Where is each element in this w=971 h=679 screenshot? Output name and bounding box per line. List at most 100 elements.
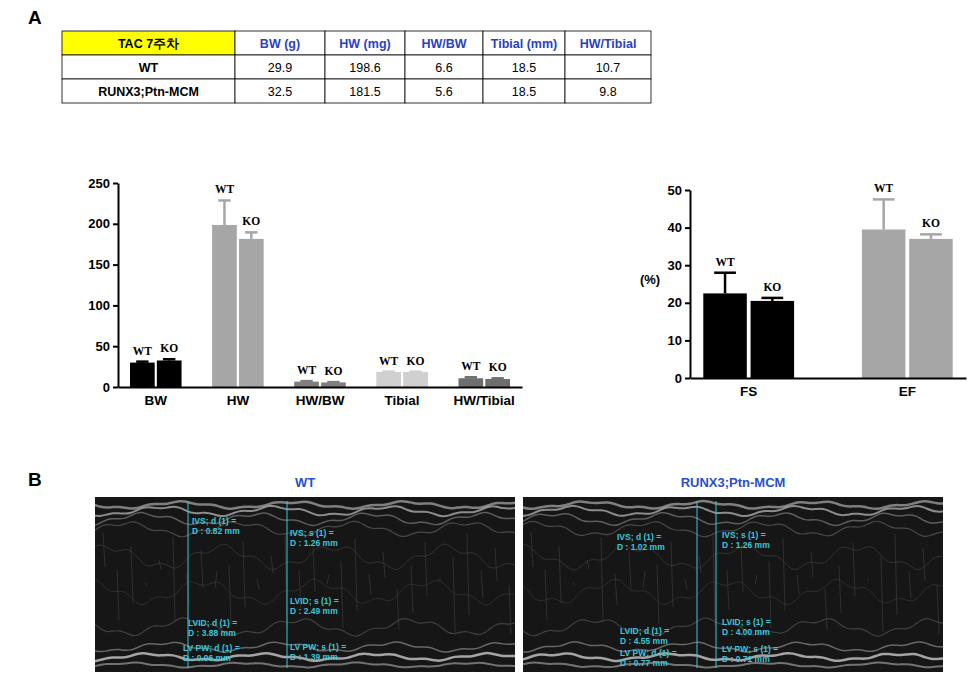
texture-streak	[895, 534, 897, 615]
series-label: KO	[489, 361, 507, 373]
tick-mark	[685, 227, 690, 229]
tick-mark	[685, 190, 690, 192]
texture-streak	[439, 579, 441, 580]
tick-label: 250	[88, 176, 110, 191]
table-cell	[483, 79, 565, 103]
tick-label: 100	[88, 298, 110, 313]
table-cell	[235, 79, 325, 103]
measure-value: D : 1.26 mm	[722, 540, 770, 550]
error-bar	[409, 371, 421, 372]
error-bar	[218, 200, 230, 224]
tick: FS	[740, 378, 757, 399]
measure-value: D : 4.55 mm	[620, 636, 668, 646]
table-header: TAC 7주차	[118, 37, 179, 51]
error-bar	[491, 378, 503, 380]
measure-value: D : 0.71 mm	[722, 654, 770, 664]
bar-chart: WTWTWTWTWTKOKOKOKOKO050100150200250BWHWH…	[88, 176, 522, 408]
table-text: 6.6	[435, 61, 452, 75]
texture-streak	[797, 575, 799, 594]
table-cell	[325, 79, 405, 103]
tick: HW/BW	[296, 387, 345, 408]
texture-line	[523, 501, 943, 509]
texture-line	[95, 662, 515, 667]
texture-line	[523, 513, 943, 526]
echo-image: IVS; d (1) =D : 0.82 mmIVS; s (1) =D : 1…	[95, 497, 521, 672]
texture-streak	[131, 546, 133, 603]
tick-label: BW	[145, 393, 168, 408]
texture-streak	[103, 532, 105, 567]
error-bar	[163, 359, 175, 360]
measure-value: D : 4.00 mm	[722, 627, 770, 637]
table-text: 181.5	[349, 85, 380, 99]
tick-mark	[113, 305, 118, 307]
bar	[751, 301, 794, 378]
table-cell	[62, 31, 235, 55]
measure-value: D : 0.77 mm	[620, 658, 668, 668]
table: TAC 7주차BW (g)HW (mg)HW/BWTibial (mm)HW/T…	[62, 31, 651, 103]
texture-streak	[811, 552, 813, 577]
measure-line	[697, 501, 698, 668]
measure-label: IVS; s (1) =	[290, 528, 334, 538]
image-texture	[95, 501, 515, 667]
tick: EF	[899, 378, 916, 399]
x-axis: BWHWHW/BWTibialHW/Tibial	[119, 387, 523, 408]
texture-streak	[425, 543, 427, 596]
series-label: KO	[242, 215, 260, 227]
tick-label: FS	[740, 384, 757, 399]
table-cell	[405, 31, 483, 55]
table-header: HW (mg)	[339, 37, 390, 51]
texture-streak	[481, 571, 483, 598]
y-axis: 01020304050	[668, 183, 691, 386]
bar	[703, 293, 746, 378]
series-label: KO	[407, 355, 425, 367]
series-label: WT	[715, 256, 735, 268]
table-text: RUNX3;Ptn-MCM	[98, 85, 199, 99]
texture-streak	[727, 570, 729, 609]
tick: 40	[668, 220, 690, 235]
bar	[403, 372, 428, 387]
tick-mark	[113, 264, 118, 266]
axis-line	[690, 191, 692, 379]
error-cap	[218, 199, 230, 202]
table-cell	[325, 55, 405, 79]
texture-streak	[573, 583, 575, 586]
tick-label: 150	[88, 257, 110, 272]
texture-streak	[909, 571, 911, 598]
error-cap	[465, 376, 477, 379]
error-cap	[300, 380, 312, 383]
tick: 30	[668, 258, 690, 273]
table-text: 198.6	[349, 61, 380, 75]
image-title: RUNX3;Ptn-MCM	[681, 475, 786, 490]
measure-label: LV PW; s (1) =	[290, 642, 346, 652]
table-text: WT	[139, 61, 159, 75]
measure-value: D : 0.82 mm	[192, 526, 240, 536]
image-title: WT	[295, 475, 315, 490]
measure-label: LV PW; d (1) =	[183, 643, 240, 653]
tick-label: HW	[227, 393, 250, 408]
tick-label: EF	[899, 384, 916, 399]
error-cap	[409, 370, 421, 373]
tick: 50	[96, 339, 118, 354]
texture-streak	[937, 585, 939, 634]
texture-streak	[215, 571, 217, 588]
error-bar	[465, 377, 477, 379]
texture-streak	[173, 537, 175, 622]
tick-label: 0	[675, 371, 682, 386]
series-label: KO	[763, 281, 781, 293]
table-text: 10.7	[596, 61, 620, 75]
bar	[862, 229, 905, 378]
measure-label: LV PW; s (1) =	[722, 644, 778, 654]
error-bar	[761, 298, 783, 301]
table-text: 18.5	[512, 61, 536, 75]
error-bar	[300, 381, 312, 382]
texture-streak	[229, 565, 231, 624]
measure-label: LV PW; d (1) =	[620, 648, 677, 658]
error-cap	[714, 271, 736, 274]
bar-chart: WTWTKOKO01020304050FSEF(%)	[640, 182, 967, 398]
tick-mark	[113, 223, 118, 225]
error-line	[724, 273, 727, 294]
table-cell	[565, 79, 651, 103]
texture-streak	[671, 542, 673, 607]
table-cell	[235, 55, 325, 79]
axis-line	[691, 378, 967, 380]
